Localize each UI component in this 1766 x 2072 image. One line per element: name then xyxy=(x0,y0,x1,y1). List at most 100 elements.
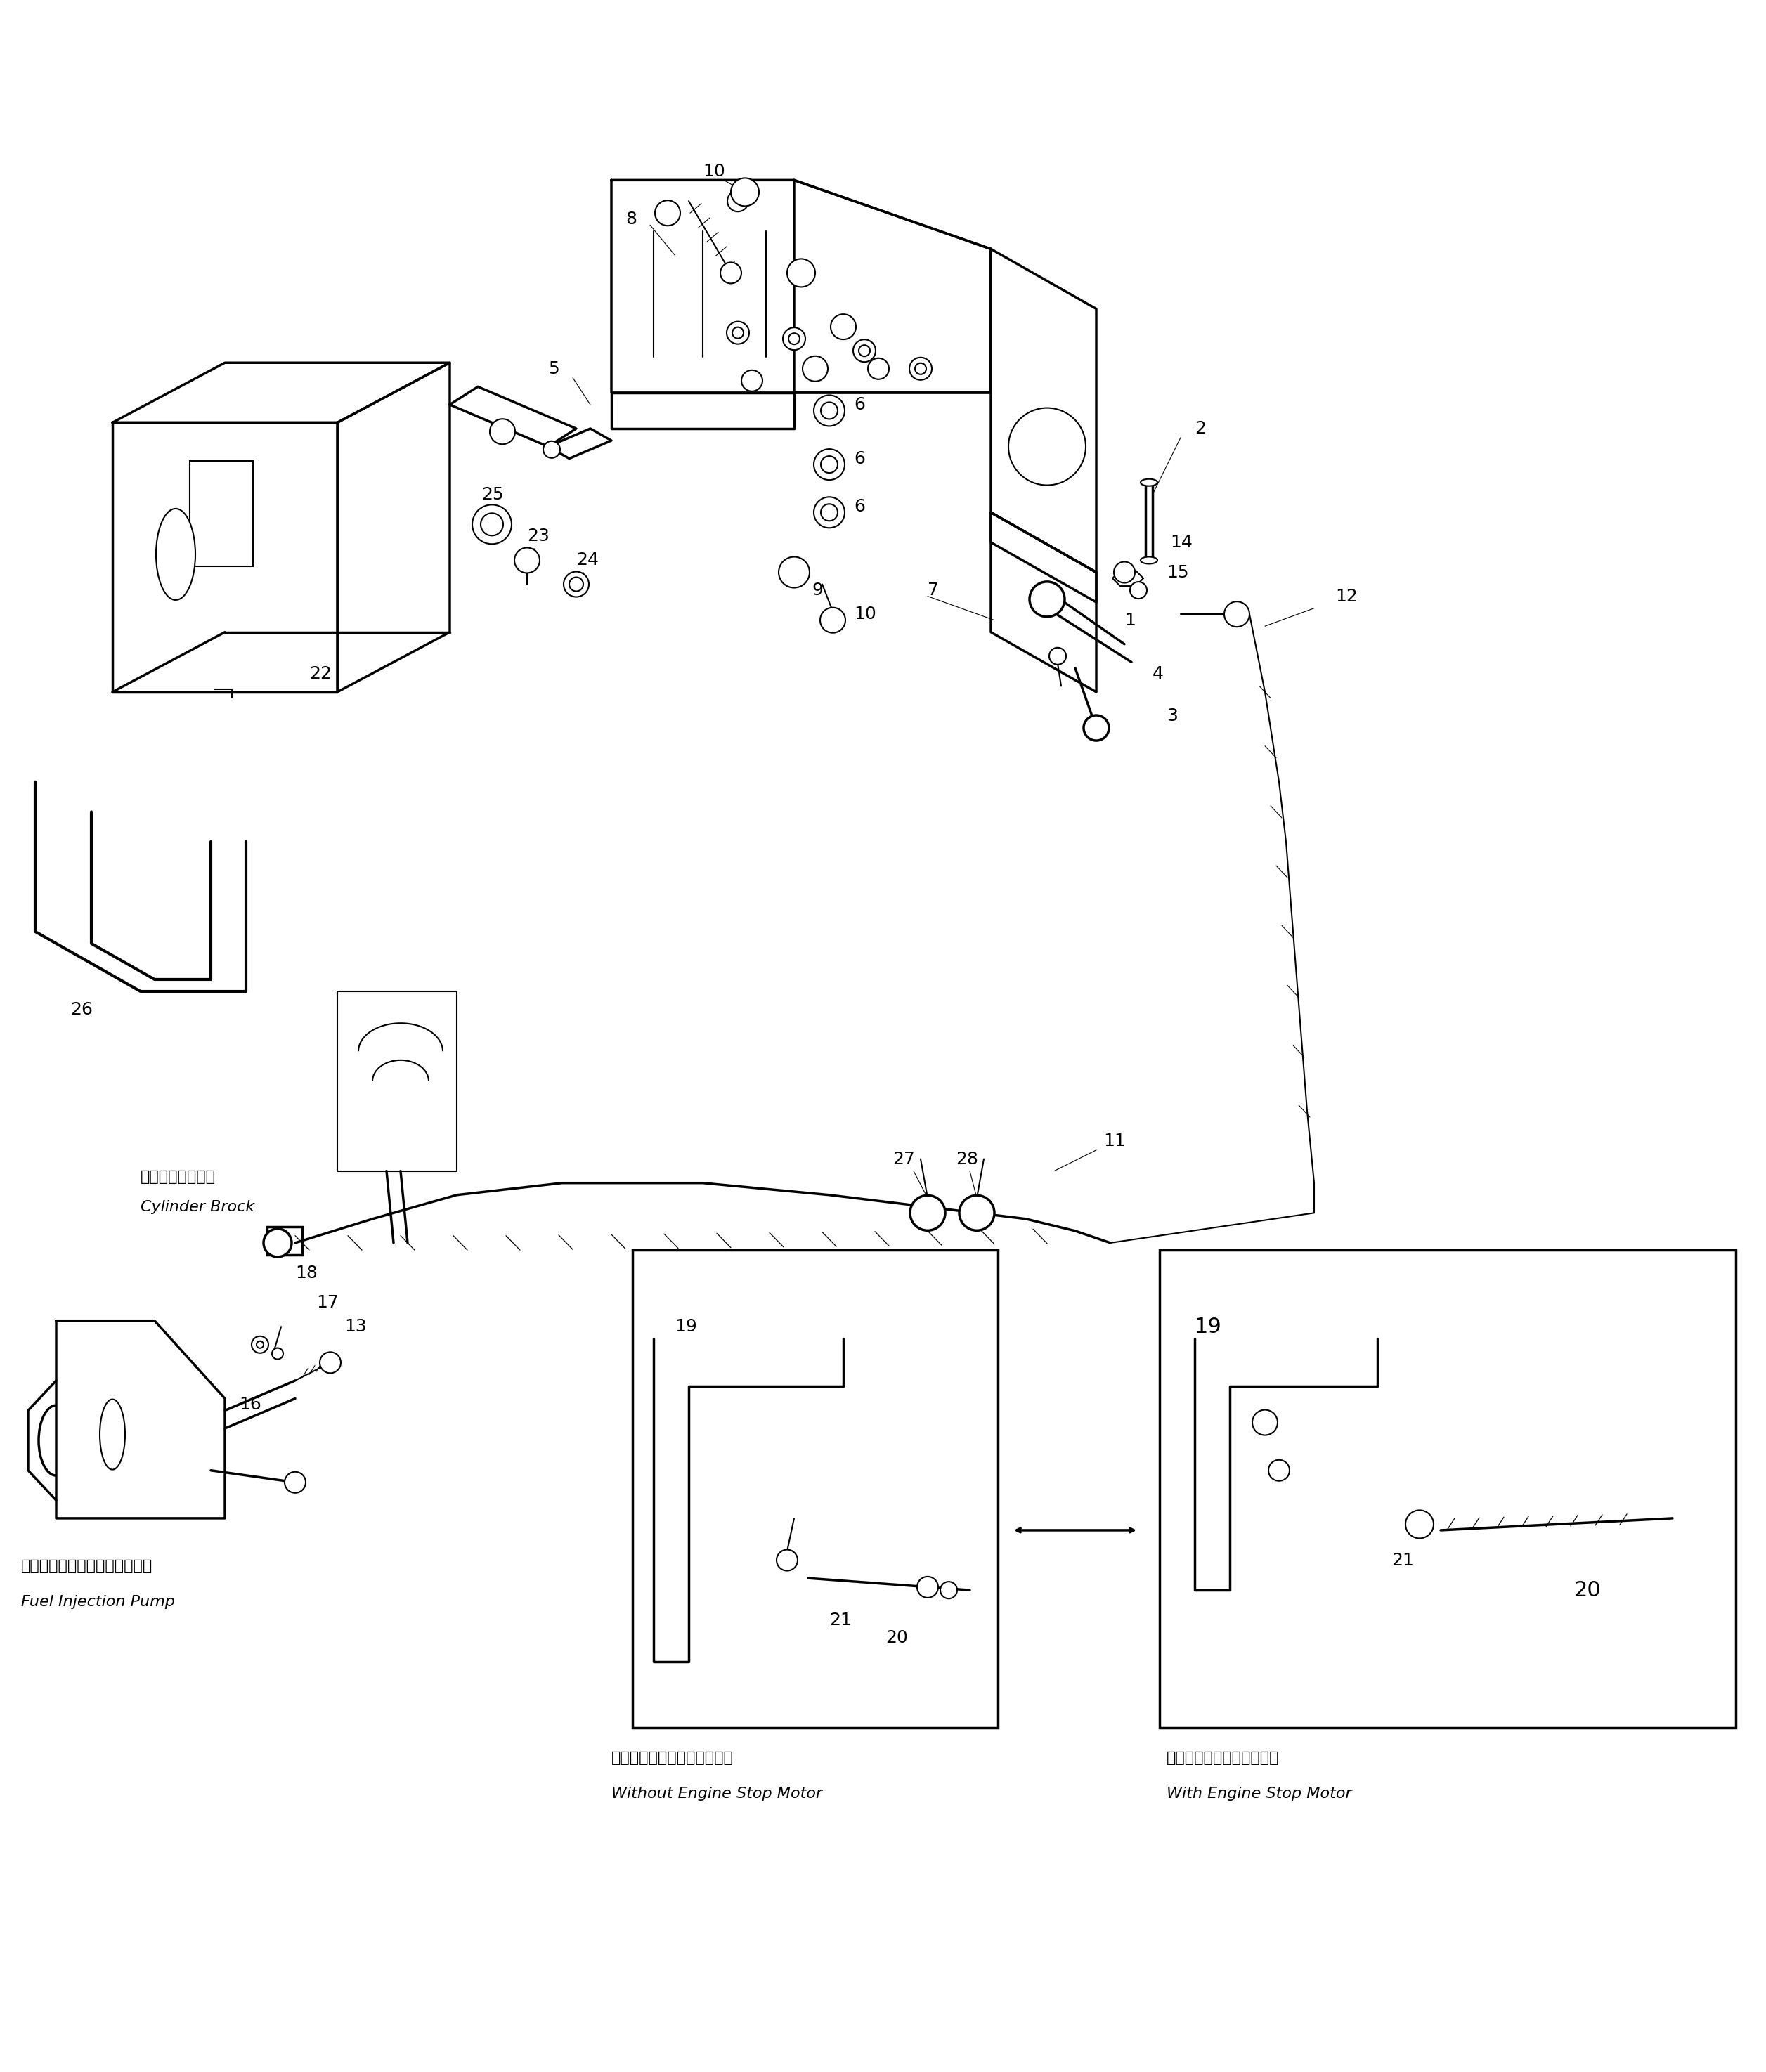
Circle shape xyxy=(1406,1510,1434,1537)
Text: 8: 8 xyxy=(625,211,638,228)
Circle shape xyxy=(779,557,809,588)
Text: 10: 10 xyxy=(853,605,876,622)
Circle shape xyxy=(853,340,876,363)
Text: 27: 27 xyxy=(892,1150,915,1167)
Circle shape xyxy=(821,402,837,419)
Circle shape xyxy=(655,201,680,226)
Circle shape xyxy=(733,327,743,338)
Ellipse shape xyxy=(1141,557,1157,564)
Text: 19: 19 xyxy=(1194,1316,1222,1336)
Circle shape xyxy=(1114,562,1136,582)
Text: 15: 15 xyxy=(1167,564,1189,580)
Circle shape xyxy=(263,1229,291,1258)
Circle shape xyxy=(272,1349,283,1359)
Circle shape xyxy=(830,315,857,340)
Circle shape xyxy=(777,1550,798,1571)
Circle shape xyxy=(726,321,749,344)
Bar xyxy=(189,460,253,566)
Text: 22: 22 xyxy=(309,665,332,682)
Text: 11: 11 xyxy=(1104,1133,1125,1150)
Circle shape xyxy=(1084,715,1109,740)
Circle shape xyxy=(821,503,837,520)
Circle shape xyxy=(788,334,800,344)
Circle shape xyxy=(563,572,588,597)
Text: 6: 6 xyxy=(853,497,865,514)
Circle shape xyxy=(544,441,560,458)
Circle shape xyxy=(814,497,844,528)
Ellipse shape xyxy=(101,1399,125,1469)
Circle shape xyxy=(320,1353,341,1374)
Text: 16: 16 xyxy=(238,1397,261,1413)
Circle shape xyxy=(819,607,846,632)
Circle shape xyxy=(1224,601,1250,628)
Text: 26: 26 xyxy=(71,1001,94,1017)
Circle shape xyxy=(821,456,837,472)
Circle shape xyxy=(909,358,932,379)
Text: 1: 1 xyxy=(1125,611,1136,628)
Circle shape xyxy=(814,450,844,481)
Text: 6: 6 xyxy=(853,450,865,466)
Text: 4: 4 xyxy=(1153,665,1164,682)
Circle shape xyxy=(917,1577,938,1598)
Circle shape xyxy=(569,578,583,591)
Ellipse shape xyxy=(155,508,196,601)
Circle shape xyxy=(915,363,925,375)
Text: 21: 21 xyxy=(1392,1552,1415,1569)
Text: 17: 17 xyxy=(316,1295,339,1312)
Circle shape xyxy=(742,371,763,392)
Circle shape xyxy=(858,346,871,356)
Ellipse shape xyxy=(1141,479,1157,487)
Circle shape xyxy=(959,1196,994,1231)
Text: シリンダブロック: シリンダブロック xyxy=(141,1171,215,1183)
Text: エンジンストップモータ付: エンジンストップモータ付 xyxy=(1167,1751,1279,1765)
Text: フエルインジェクションポンプ: フエルインジェクションポンプ xyxy=(21,1558,152,1573)
Bar xyxy=(267,1227,302,1256)
Text: With Engine Stop Motor: With Engine Stop Motor xyxy=(1167,1786,1351,1801)
Bar xyxy=(1160,1249,1736,1728)
Text: 5: 5 xyxy=(547,361,560,377)
Text: Cylinder Brock: Cylinder Brock xyxy=(141,1200,254,1214)
Text: 6: 6 xyxy=(853,396,865,412)
Circle shape xyxy=(814,396,844,427)
Circle shape xyxy=(788,259,816,286)
Text: 21: 21 xyxy=(830,1612,851,1629)
Circle shape xyxy=(782,327,805,350)
Circle shape xyxy=(1008,408,1086,485)
Text: 2: 2 xyxy=(1194,421,1206,437)
Text: 18: 18 xyxy=(295,1264,318,1280)
Circle shape xyxy=(256,1341,263,1349)
Text: Without Engine Stop Motor: Without Engine Stop Motor xyxy=(611,1786,823,1801)
Text: 10: 10 xyxy=(703,164,726,180)
Text: 23: 23 xyxy=(526,528,549,545)
Circle shape xyxy=(480,514,503,537)
Circle shape xyxy=(514,547,540,574)
Circle shape xyxy=(867,358,888,379)
Circle shape xyxy=(721,263,742,284)
Text: 19: 19 xyxy=(675,1318,698,1334)
Circle shape xyxy=(284,1471,306,1494)
Text: 20: 20 xyxy=(1574,1581,1602,1600)
Text: 20: 20 xyxy=(885,1629,908,1647)
Circle shape xyxy=(731,178,759,205)
Text: 25: 25 xyxy=(482,487,503,503)
Circle shape xyxy=(728,191,749,211)
Text: 9: 9 xyxy=(812,582,823,599)
Circle shape xyxy=(909,1196,945,1231)
Bar xyxy=(632,1249,998,1728)
Text: 14: 14 xyxy=(1171,535,1192,551)
Circle shape xyxy=(940,1581,957,1600)
Text: Fuel Injection Pump: Fuel Injection Pump xyxy=(21,1595,175,1610)
Circle shape xyxy=(1268,1461,1289,1481)
Text: 24: 24 xyxy=(576,551,599,568)
Circle shape xyxy=(1049,649,1067,665)
Circle shape xyxy=(472,506,512,545)
Text: 13: 13 xyxy=(344,1318,367,1334)
Circle shape xyxy=(1030,582,1065,617)
Text: 7: 7 xyxy=(927,582,940,599)
Circle shape xyxy=(1130,582,1146,599)
Circle shape xyxy=(251,1336,268,1353)
Circle shape xyxy=(489,419,516,443)
Text: 3: 3 xyxy=(1167,707,1178,725)
Text: 12: 12 xyxy=(1335,588,1358,605)
Circle shape xyxy=(802,356,828,381)
